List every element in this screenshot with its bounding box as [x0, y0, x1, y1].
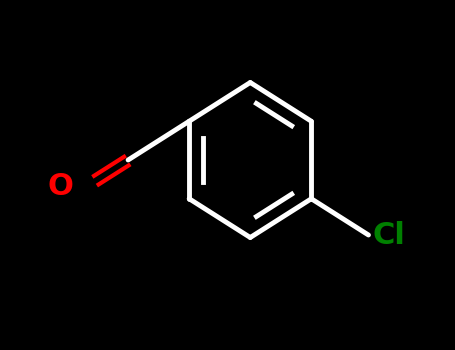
- Text: O: O: [47, 172, 73, 201]
- Text: Cl: Cl: [372, 220, 405, 250]
